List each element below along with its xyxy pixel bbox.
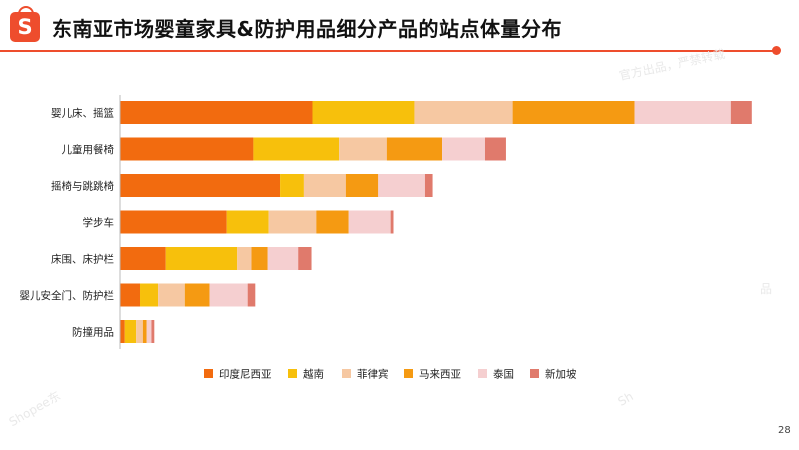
- bar-segment-7-2: [124, 320, 137, 343]
- bar-segment-4-2: [226, 210, 269, 234]
- bar-segment-1-5: [634, 101, 731, 124]
- bar-segment-1-4: [512, 101, 635, 124]
- bar-segment-6-6: [247, 283, 256, 307]
- bar-segment-2-2: [253, 137, 340, 161]
- header-rule: [0, 50, 775, 52]
- category-label-5: 床围、床护栏: [51, 253, 114, 266]
- bar-segment-5-4: [251, 247, 268, 270]
- bar-segment-3-5: [378, 174, 425, 197]
- legend-swatch-5: [478, 369, 487, 378]
- category-label-1: 婴儿床、摇篮: [51, 107, 114, 120]
- bar-segment-3-1: [120, 174, 281, 197]
- bar-segment-1-1: [120, 101, 313, 124]
- bar-segment-3-2: [280, 174, 304, 197]
- bar-segment-7-5: [146, 320, 152, 343]
- shopee-logo-icon: S: [10, 6, 40, 42]
- slide-title: 东南亚市场婴童家具&防护用品细分产品的站点体量分布: [52, 17, 562, 41]
- bar-segment-3-4: [345, 174, 379, 197]
- bar-segment-5-5: [267, 247, 299, 270]
- bar-segment-5-2: [165, 247, 238, 270]
- bar-segment-7-1: [120, 320, 125, 343]
- header-rule-dot: [772, 46, 781, 55]
- bar-segment-5-3: [237, 247, 252, 270]
- bar-segment-6-4: [184, 283, 210, 307]
- bar-segment-4-1: [120, 210, 227, 234]
- bar-segment-5-1: [120, 247, 166, 270]
- bar-segment-7-6: [151, 320, 155, 343]
- bar-segment-2-6: [484, 137, 506, 161]
- legend-label-3: 菲律宾: [357, 368, 389, 381]
- bar-segment-6-5: [209, 283, 248, 307]
- legend-swatch-1: [204, 369, 213, 378]
- category-label-6: 婴儿安全门、防护栏: [20, 289, 115, 302]
- bar-segment-4-4: [316, 210, 349, 234]
- bar-segment-4-5: [348, 210, 391, 234]
- slide-header: S 东南亚市场婴童家具&防护用品细分产品的站点体量分布: [0, 0, 799, 60]
- bar-segment-1-6: [730, 101, 752, 124]
- legend-swatch-2: [288, 369, 297, 378]
- category-label-7: 防撞用品: [72, 326, 114, 339]
- category-label-3: 摇椅与跳跳椅: [51, 180, 114, 193]
- category-label-4: 学步车: [83, 216, 115, 229]
- legend-label-4: 马来西亚: [419, 369, 461, 381]
- legend-swatch-6: [530, 369, 539, 378]
- bar-segment-6-2: [140, 283, 159, 307]
- bar-segment-2-1: [120, 137, 254, 161]
- bar-segment-6-3: [158, 283, 185, 307]
- bar-segment-1-2: [312, 101, 415, 124]
- legend-swatch-4: [404, 369, 413, 378]
- page-number: 28: [778, 425, 791, 436]
- bar-segment-4-6: [390, 210, 394, 234]
- bar-segment-4-3: [268, 210, 317, 234]
- bar-segment-7-3: [136, 320, 143, 343]
- bar-segment-2-3: [339, 137, 387, 161]
- legend-label-6: 新加坡: [545, 368, 577, 381]
- category-label-2: 儿童用餐椅: [62, 143, 115, 156]
- bar-segment-7-4: [142, 320, 147, 343]
- legend-label-1: 印度尼西亚: [219, 368, 272, 381]
- legend-swatch-3: [342, 369, 351, 378]
- bar-segment-2-4: [386, 137, 443, 161]
- bar-segment-6-1: [120, 283, 141, 307]
- legend-label-5: 泰国: [493, 368, 514, 381]
- legend-label-2: 越南: [303, 368, 324, 381]
- bar-segment-1-3: [414, 101, 513, 124]
- bar-segment-5-6: [298, 247, 312, 270]
- bar-segment-3-3: [303, 174, 346, 197]
- bar-segment-2-5: [442, 137, 485, 161]
- bar-segment-3-6: [424, 174, 433, 197]
